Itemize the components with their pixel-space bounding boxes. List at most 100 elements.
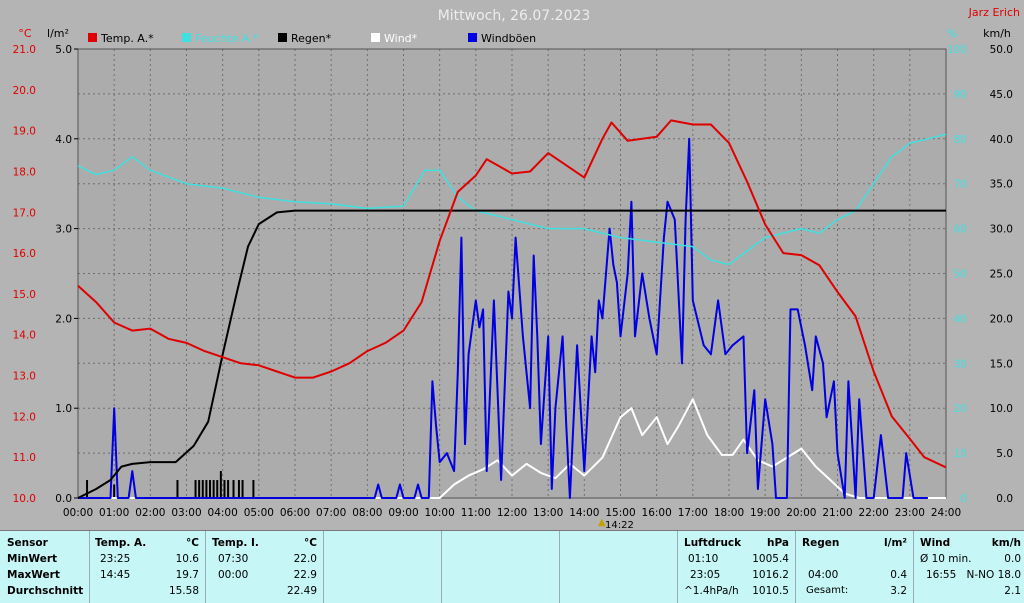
wind-day-avg-value: 2.1 bbox=[1004, 585, 1021, 597]
pressure-max-time: 23:05 bbox=[690, 569, 721, 581]
humidity-tick-label: 100 bbox=[947, 44, 967, 56]
wind-max-value: N-NO 18.0 bbox=[966, 569, 1021, 581]
x-tick-label: 16:00 bbox=[642, 507, 672, 519]
x-tick-label: 01:00 bbox=[99, 507, 129, 519]
row-label-max: MaxWert bbox=[7, 569, 60, 581]
wind-tick-label: 30.0 bbox=[990, 224, 1013, 236]
header-pressure: Luftdruck bbox=[684, 537, 742, 549]
temp-i-max-value: 22.9 bbox=[293, 569, 317, 581]
humidity-tick-label: 90 bbox=[954, 89, 967, 101]
rain-total-value: 3.2 bbox=[890, 585, 907, 597]
stats-panel: Sensor MinWert MaxWert Durchschnitt Temp… bbox=[0, 530, 1024, 603]
temp-axis-unit: °C bbox=[18, 27, 32, 40]
humidity-axis-unit: % bbox=[947, 27, 957, 40]
pressure-min-time: 01:10 bbox=[688, 553, 719, 565]
x-tick-label: 08:00 bbox=[352, 507, 382, 519]
row-label-avg: Durchschnitt bbox=[7, 585, 84, 597]
temp-tick-label: 11.0 bbox=[13, 452, 36, 464]
temp-tick-label: 15.0 bbox=[13, 289, 36, 301]
legend-swatch bbox=[371, 33, 380, 42]
temp-i-min-time: 07:30 bbox=[218, 553, 249, 565]
x-tick-label: 15:00 bbox=[605, 507, 635, 519]
x-tick-label: 18:00 bbox=[714, 507, 744, 519]
header-wind-unit: km/h bbox=[991, 537, 1021, 549]
temp-a-min-value: 10.6 bbox=[175, 553, 199, 565]
x-tick-label: 02:00 bbox=[135, 507, 165, 519]
stats-empty-1 bbox=[324, 531, 442, 603]
stats-rain: Regen l/m² 04:00 0.4 Gesamt: 3.2 bbox=[796, 531, 914, 603]
x-tick-label: 00:00 bbox=[63, 507, 93, 519]
temp-a-avg-value: 15.58 bbox=[168, 585, 199, 597]
x-tick-label: 04:00 bbox=[208, 507, 238, 519]
humidity-tick-label: 70 bbox=[954, 179, 967, 191]
humidity-tick-label: 40 bbox=[954, 313, 967, 325]
series-line-tempa bbox=[77, 119, 947, 469]
humidity-tick-label: 50 bbox=[954, 269, 967, 281]
rain-bar bbox=[86, 480, 89, 498]
sun-icon: ▲ bbox=[598, 517, 606, 528]
header-wind: Wind bbox=[920, 537, 951, 549]
x-tick-label: 05:00 bbox=[244, 507, 274, 519]
series-lines bbox=[77, 119, 947, 499]
x-tick-label: 17:00 bbox=[678, 507, 708, 519]
rain-bar bbox=[232, 480, 235, 498]
stats-temp-i: Temp. I. °C 07:30 22.0 00:00 22.9 22.49 bbox=[206, 531, 324, 603]
temp-tick-label: 14.0 bbox=[13, 330, 36, 342]
rain-bar bbox=[212, 480, 215, 498]
x-tick-label: 14:00 bbox=[569, 507, 599, 519]
x-tick-label: 12:00 bbox=[497, 507, 527, 519]
header-temp-a-unit: °C bbox=[186, 537, 199, 549]
wind-avg-label: Ø 10 min. bbox=[920, 553, 972, 565]
wind-tick-label: 0.0 bbox=[996, 493, 1013, 505]
pressure-max-value: 1016.2 bbox=[752, 569, 789, 581]
stats-empty-2 bbox=[442, 531, 560, 603]
series-line-windben bbox=[78, 137, 928, 499]
temp-i-min-value: 22.0 bbox=[293, 553, 317, 565]
rain-bar bbox=[237, 480, 240, 498]
rain-tick-label: 5.0 bbox=[55, 44, 72, 56]
rain-bar bbox=[219, 471, 222, 498]
rain-bar bbox=[194, 480, 197, 498]
marker-time-label: 14:22 bbox=[605, 520, 634, 530]
axis-labels: 00:00 01:00 02:00 03:00 04:00 05:00 06:00 07:00… bbox=[13, 44, 1013, 519]
temp-tick-label: 18.0 bbox=[13, 166, 36, 178]
rain-max-time: 04:00 bbox=[808, 569, 839, 581]
wind-tick-label: 45.0 bbox=[990, 89, 1013, 101]
legend-label: Regen* bbox=[291, 32, 332, 45]
pressure-trend: ^1.4hPa/h bbox=[684, 585, 739, 597]
x-tick-label: 13:00 bbox=[533, 507, 563, 519]
series-line-feuchtea bbox=[77, 133, 947, 266]
x-tick-label: 24:00 bbox=[931, 507, 961, 519]
stats-temp-a: Temp. A. °C 23:25 10.6 14:45 19.7 15.58 bbox=[90, 531, 206, 603]
header-rain-unit: l/m² bbox=[884, 537, 907, 549]
plot-frame bbox=[77, 48, 947, 499]
stats-empty-3 bbox=[560, 531, 678, 603]
temp-tick-label: 17.0 bbox=[13, 207, 36, 219]
wind-tick-label: 5.0 bbox=[996, 448, 1013, 460]
rain-max-value: 0.4 bbox=[890, 569, 907, 581]
legend: Temp. A.* Feuchte A.* Regen* Wind* Windböen bbox=[88, 32, 536, 45]
humidity-tick-label: 10 bbox=[954, 448, 967, 460]
rain-tick-label: 0.0 bbox=[55, 493, 72, 505]
x-tick-label: 10:00 bbox=[425, 507, 455, 519]
wind-tick-label: 10.0 bbox=[990, 403, 1013, 415]
temp-tick-label: 20.0 bbox=[13, 85, 36, 97]
legend-swatch bbox=[278, 33, 287, 42]
series-line-regen bbox=[77, 209, 946, 499]
temp-tick-label: 19.0 bbox=[13, 126, 36, 138]
rain-total-label: Gesamt: bbox=[806, 585, 849, 596]
humidity-tick-label: 30 bbox=[954, 358, 967, 370]
pressure-avg-value: 1010.5 bbox=[752, 585, 789, 597]
stats-wind: Wind km/h Ø 10 min. 0.0 16:55 N-NO 18.0 2.1 bbox=[914, 531, 1024, 603]
wind-max-time: 16:55 bbox=[926, 569, 957, 581]
wind-tick-label: 15.0 bbox=[990, 358, 1013, 370]
rain-bar bbox=[205, 480, 208, 498]
time-marker: ▲ 14:22 bbox=[598, 517, 634, 530]
weather-chart: Mittwoch, 26.07.2023 Jarz Erich °C l/m² … bbox=[13, 6, 1020, 530]
header-temp-i: Temp. I. bbox=[212, 537, 259, 549]
legend-swatch bbox=[88, 33, 97, 42]
chart-title: Mittwoch, 26.07.2023 bbox=[438, 8, 591, 24]
x-tick-label: 03:00 bbox=[171, 507, 201, 519]
row-label-min: MinWert bbox=[7, 553, 58, 565]
rain-bar bbox=[201, 480, 204, 498]
